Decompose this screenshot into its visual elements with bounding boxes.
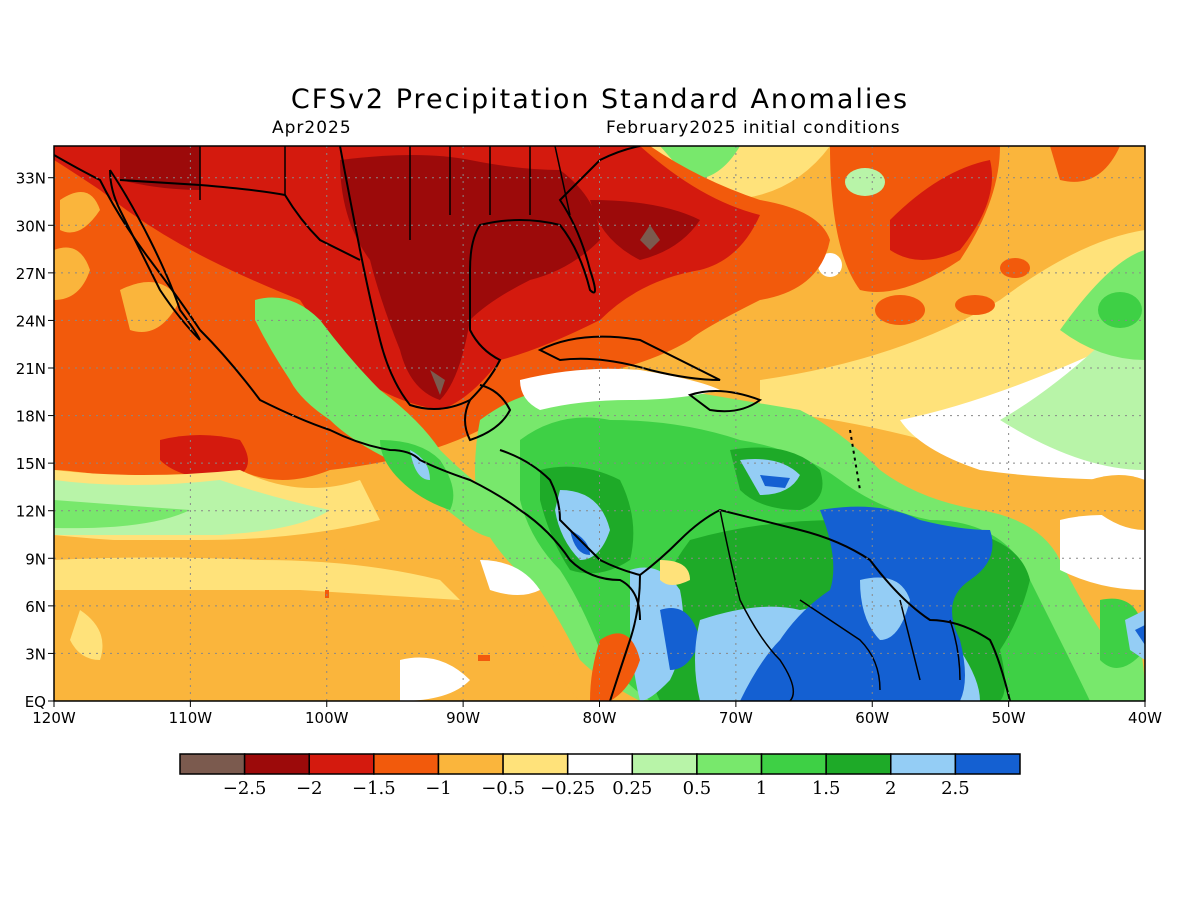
map-title: CFSv2 Precipitation Standard Anomalies [290,84,910,115]
initial-conditions-label: February2025 initial conditions [606,118,901,138]
lat-tick-label: EQ [25,693,46,711]
colorbar-swatch [890,753,957,775]
colorbar-label: 2 [885,778,896,799]
coastline-hispaniola [687,390,763,413]
lat-tick-label: 18N [16,408,46,426]
lat-tick-label: 24N [16,312,46,330]
coastline-baja [109,169,201,341]
coastline-mexico-pacific [54,154,641,621]
lat-tick-label: 27N [16,265,46,283]
coastline-central-america [499,449,641,576]
borders-us-states [199,146,571,240]
colorbar-swatch [502,753,569,775]
colorbar-swatch [179,753,246,775]
colorbar-label: 0.25 [612,778,652,799]
colorbar-label: −1 [425,778,452,799]
lat-tick-label: 15N [16,455,46,473]
map-grid [54,146,1145,701]
colorbar-label: −1.5 [352,778,396,799]
colorbar-label: 1.5 [812,778,841,799]
lon-tick-label: 100W [305,709,349,727]
colorbar-swatch [243,753,310,775]
colorbar-label: −2 [296,778,323,799]
colorbar-swatch [308,753,375,775]
lat-tick-label: 9N [25,550,46,568]
colorbar-swatch [696,753,763,775]
colorbar-swatch [954,753,1021,775]
colorbar-label: −0.5 [481,778,525,799]
valid-month-label: Apr2025 [272,118,352,138]
lat-tick-label: 21N [16,360,46,378]
lon-tick-label: 60W [855,709,889,727]
border-us-mexico [119,179,361,261]
colorbar-swatch [760,753,827,775]
coastline-south-america-north [639,508,1011,701]
coastline-gulf-of-mexico [339,146,641,410]
colorbar-label: 2.5 [941,778,970,799]
coastline-yucatan [464,384,512,442]
lat-tick-label: 33N [16,170,46,188]
colorbar-swatch [373,753,440,775]
lon-tick-label: 110W [169,709,213,727]
lon-tick-label: 120W [32,709,76,727]
colorbar-label: −0.25 [540,778,595,799]
colorbar-swatch [825,753,892,775]
lon-tick-label: 90W [446,709,480,727]
lat-tick-label: 12N [16,503,46,521]
colorbar-swatch [566,753,634,775]
colorbar-label: −2.5 [223,778,267,799]
coastlines [54,146,1011,701]
coastline-cuba [537,335,721,381]
lon-tick-label: 70W [719,709,753,727]
lon-tick-label: 50W [992,709,1026,727]
colorbar-swatch [631,753,698,775]
anomaly-field [54,146,1145,701]
colorbar: −2.5 −2 −1.5 −1 −0.5 −0.25 0.25 0.5 1 1.5 2 2.5 [179,753,1021,799]
coastline-south-america-west [609,574,641,701]
lat-tick-label: 3N [25,645,46,663]
lat-tick-label: 30N [16,217,46,235]
colorbar-swatch [437,753,504,775]
borders-south-america [719,509,961,701]
lon-tick-label: 80W [583,709,617,727]
lat-tick-label: 6N [25,598,46,616]
lon-tick-label: 40W [1128,709,1162,727]
colorbar-label: 1 [756,778,767,799]
colorbar-label: 0.5 [683,778,712,799]
coastline-lesser-antilles [849,429,861,491]
